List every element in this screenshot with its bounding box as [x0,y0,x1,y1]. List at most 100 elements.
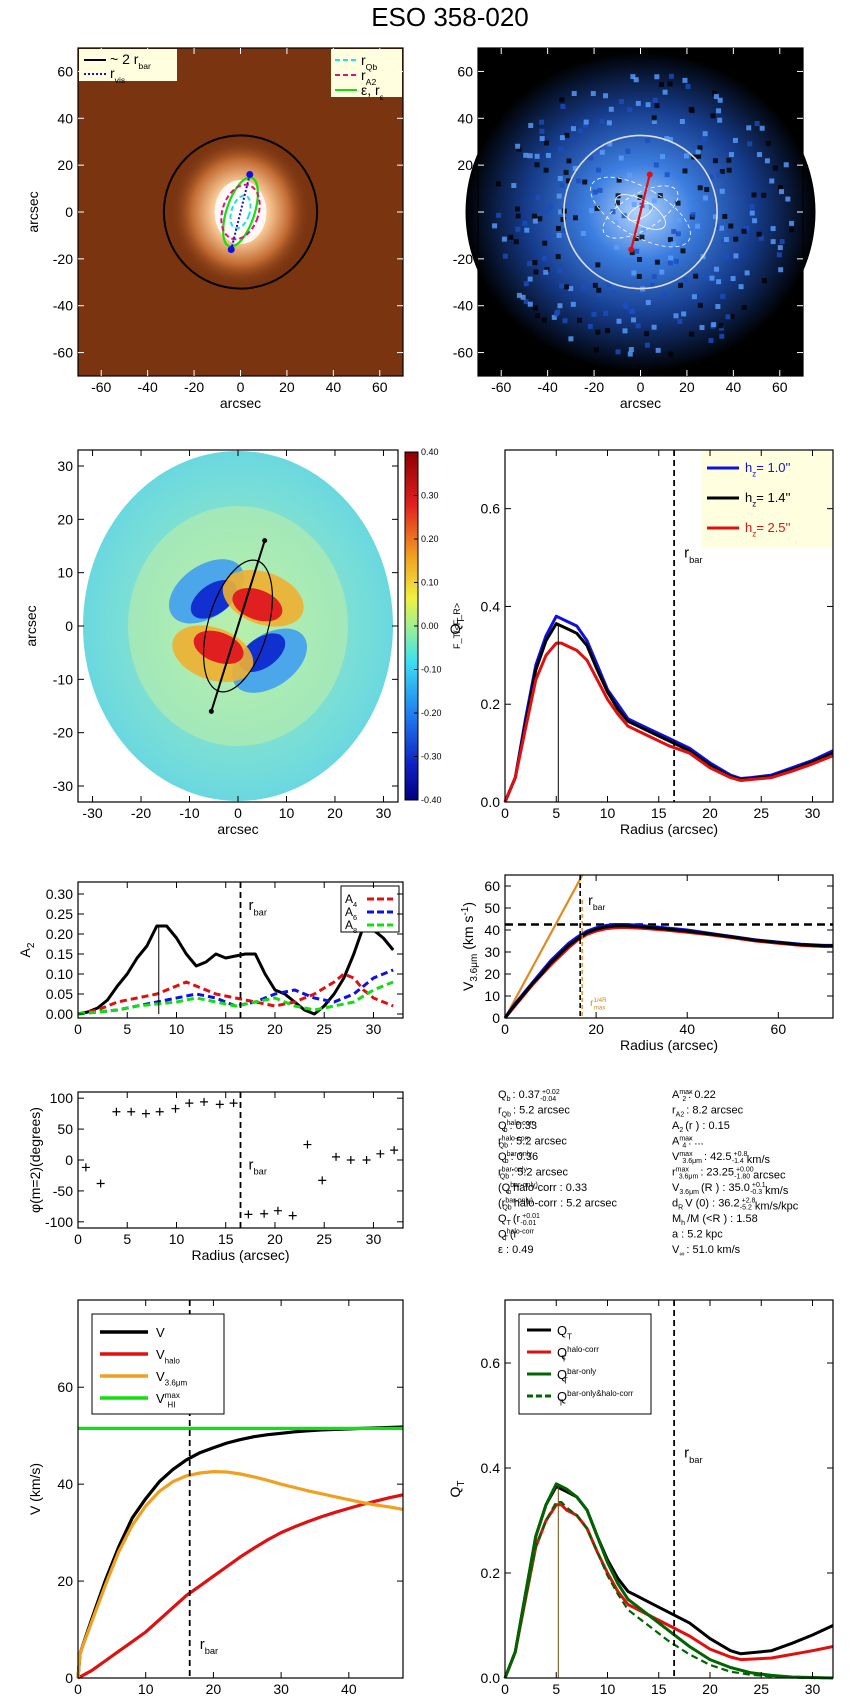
table-cell: QT (r +0.01 -0.01 [498,1213,540,1227]
phase-profile-panel: rbar 0 5 10 15 20 25 30 -100 -50 0 50 100 Radius (arc… [27,1090,404,1263]
residual-pixel [556,193,562,199]
residual-pixel [712,158,718,164]
y-tick-label: 0.20 [46,926,73,942]
colorbar-tick-label: -0.30 [421,752,442,762]
residual-pixel [523,281,529,287]
residual-pixel [718,323,724,329]
residual-pixel [654,74,660,80]
x-axis-label: arcsec [217,821,258,837]
plot-frame [77,881,404,1019]
residual-pixel [702,131,708,137]
residual-pixel [678,282,684,288]
residual-pixel [699,325,705,331]
residual-pixel [776,252,782,258]
table-cell: rA2: 8.2 arcsec [672,1105,744,1119]
residual-pixel [595,167,601,173]
legend-entry: Vhalo [156,1347,180,1366]
legend-entry: Vmax HI [156,1391,180,1410]
residual-pixel [751,192,757,198]
plot-frame [504,1299,834,1679]
residual-pixel [714,266,720,272]
phase-point [229,1099,238,1108]
contour [615,194,666,230]
residual-pixel [619,99,625,105]
residual-pixel [675,231,681,237]
residual-pixel [558,146,564,152]
residual-pixel [621,213,627,219]
y-tick-label: 60 [57,1379,73,1395]
residual-pixel [682,77,688,83]
qt-series [503,1503,834,1679]
residual-pixel [523,152,529,158]
bar-axis [630,174,651,250]
residual-pixel [778,267,784,273]
residual-pixel [556,232,562,238]
residual-pixel [778,185,784,191]
x-tick-label: 0 [74,1231,82,1247]
residual-pixel [779,239,785,245]
legend-entry: A4 [345,892,357,909]
y-axis-label: QT [447,1481,467,1498]
rbar-label: rbar [249,897,267,917]
residual-pixel [557,267,563,273]
residual-pixel [570,126,576,132]
table-cell: rhalo-corr Qb: 5.2 arcsec [498,1136,567,1150]
residual-pixel [560,217,566,223]
residual-pixel [708,338,714,344]
plot-frame [504,449,834,803]
y-tick-label: 0.6 [481,1355,501,1371]
velocity-series [77,1493,404,1680]
residual-pixel [592,282,598,288]
x-tick-label: 10 [169,1231,185,1247]
residual-pixel [752,218,758,224]
phase-point [215,1100,224,1109]
residual-pixel [689,331,695,337]
table-cell: Vmax 3.6μm: 42.5 +0.8 -1.4 km/s [672,1151,771,1166]
residual-pixel [720,293,726,299]
rotation-series [503,923,833,1019]
bar-endpoint [628,246,635,253]
residual-pixel [492,223,498,229]
legend-entry: Qhalo-corr T [557,1345,599,1364]
residual-pixel [697,185,703,191]
residual-pixel [606,120,612,126]
x-tick-label: 5 [123,1021,131,1037]
residual-pixel [607,141,613,147]
residual-pixel [660,154,666,160]
y-tick-label: 0.0 [481,794,501,810]
velocity-series [76,1469,404,1679]
x-tick-label: 15 [651,805,667,821]
residual-pixel [655,347,661,353]
y-tick-label: 0 [65,618,73,634]
table-cell: dR V (0) : 36.2 +2.8 -5.2 km/s/kpc [672,1198,799,1213]
residual-pixel [675,200,681,206]
x-tick-label: 5 [552,805,560,821]
legend-left-box [79,49,177,81]
residual-pixel [772,165,778,171]
bar-axis [210,540,266,712]
residual-pixel [644,342,650,348]
residual-pixel [728,223,734,229]
residual-pixel [673,258,679,264]
rotation-series [503,924,833,1019]
phase-point [200,1097,209,1106]
residual-pixel [719,188,725,194]
y-tick-label: 40 [484,922,500,938]
residual-pixel [631,270,637,276]
residual-pixel [622,302,628,308]
residual-pixel [595,262,601,268]
residual-pixel [636,273,642,279]
x-axis-label: arcsec [220,395,261,411]
force-map-panel: -30 -20 -10 0 10 20 30 -30 -20 -10 0 10 20 30 arcsec ar… [23,447,462,837]
y-axis-label: arcsec [25,191,41,232]
colorbar-tick-label: -0.20 [421,708,442,718]
y-tick-label: 0.0 [481,1670,501,1686]
table-cell: (rbar-only) Qb halo-corr : 5.2 arcsec [498,1198,618,1212]
phase-point [318,1176,327,1185]
legend-entry: hz= 1.4'' [745,490,791,509]
residual-pixel [544,209,550,215]
legend-entry: QT [557,1323,572,1342]
x-tick-label: -20 [184,379,204,395]
y-axis-label: A2 [17,942,37,957]
residual-pixel [722,213,728,219]
